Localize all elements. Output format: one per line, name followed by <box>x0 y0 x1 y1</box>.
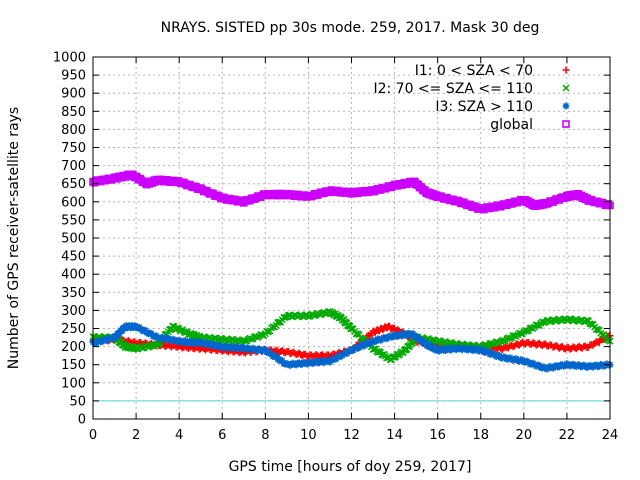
y-tick-label: 300 <box>61 304 86 319</box>
x-tick-label: 18 <box>472 428 489 443</box>
x-tick-label: 16 <box>429 428 446 443</box>
data-point <box>418 336 426 344</box>
y-tick-label: 400 <box>61 268 86 283</box>
legend-marker <box>562 84 570 92</box>
y-tick-label: 0 <box>78 413 86 428</box>
y-tick-label: 550 <box>61 213 86 228</box>
y-tick-label: 900 <box>61 87 86 102</box>
x-tick-label: 24 <box>602 428 619 443</box>
y-tick-label: 750 <box>61 141 86 156</box>
y-tick-label: 800 <box>61 123 86 138</box>
x-axis-label: GPS time [hours of doy 259, 2017] <box>229 459 472 475</box>
x-tick-label: 12 <box>343 428 360 443</box>
chart-title: NRAYS. SISTED pp 30s mode. 259, 2017. Ma… <box>161 20 540 36</box>
ticks: 0501001502002503003504004505005506006507… <box>53 51 618 444</box>
legend-label: I2: 70 <= SZA <= 110 <box>373 81 533 97</box>
data-point <box>278 357 286 365</box>
y-axis-label: Number of GPS receiver-satellite rays <box>6 107 22 369</box>
x-tick-label: 8 <box>261 428 269 443</box>
legend-marker <box>562 120 570 128</box>
x-tick-label: 2 <box>132 428 140 443</box>
y-tick-label: 850 <box>61 105 86 120</box>
y-tick-label: 100 <box>61 376 86 391</box>
y-tick-label: 650 <box>61 177 86 192</box>
series-3 <box>89 170 614 214</box>
legend-label: global <box>490 117 533 133</box>
legend: I1: 0 < SZA < 70 I2: 70 <= SZA <= 110 I3: … <box>373 63 570 133</box>
x-tick-label: 10 <box>300 428 317 443</box>
y-tick-label: 700 <box>61 159 86 174</box>
x-tick-label: 20 <box>516 428 533 443</box>
data-point <box>261 346 269 354</box>
y-tick-label: 950 <box>61 69 86 84</box>
series-1 <box>89 308 614 364</box>
data-point <box>115 330 123 338</box>
y-tick-label: 50 <box>69 394 86 409</box>
y-tick-label: 150 <box>61 358 86 373</box>
legend-label: I3: SZA > 110 <box>435 99 533 115</box>
legend-marker <box>562 66 570 74</box>
y-tick-label: 200 <box>61 340 86 355</box>
series-group <box>89 170 614 373</box>
x-tick-label: 14 <box>386 428 403 443</box>
legend-marker <box>562 102 570 110</box>
y-tick-label: 350 <box>61 286 86 301</box>
data-point <box>413 333 421 341</box>
x-tick-label: 6 <box>218 428 226 443</box>
y-tick-label: 1000 <box>53 51 86 66</box>
x-tick-label: 0 <box>89 428 97 443</box>
data-point <box>604 200 613 208</box>
y-tick-label: 450 <box>61 250 86 265</box>
legend-label: I1: 0 < SZA < 70 <box>415 63 533 79</box>
y-tick-label: 250 <box>61 322 86 337</box>
x-tick-label: 22 <box>559 428 576 443</box>
y-tick-label: 600 <box>61 195 86 210</box>
y-tick-label: 500 <box>61 232 86 247</box>
series-2 <box>89 322 614 373</box>
x-tick-label: 4 <box>175 428 183 443</box>
